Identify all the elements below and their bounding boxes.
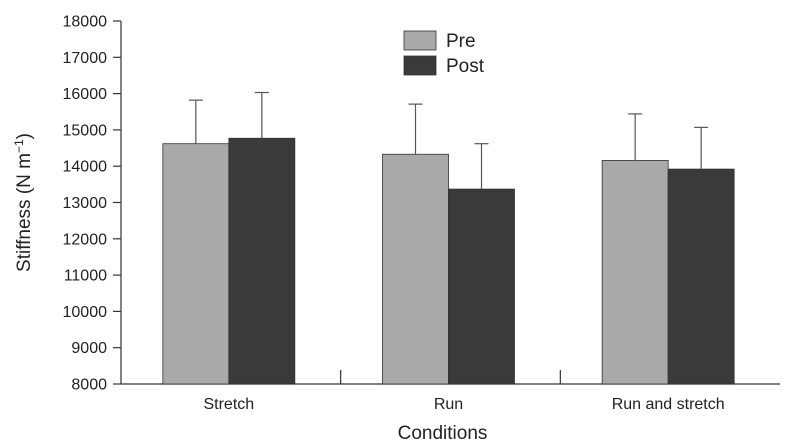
x-tick-label: Run (434, 396, 463, 413)
bar-pre (601, 159, 669, 385)
bar-post (228, 137, 296, 385)
y-tick-label: 16000 (63, 86, 108, 103)
legend-label-pre: Pre (446, 31, 476, 52)
bars (162, 137, 735, 385)
y-tick-label: 12000 (63, 231, 108, 248)
bar-pre (162, 143, 230, 385)
legend-label-post: Post (446, 56, 485, 77)
error-bars (188, 91, 709, 190)
x-axis-title: Conditions (398, 423, 488, 443)
y-tick-label: 15000 (63, 122, 108, 139)
bar-post (667, 168, 735, 385)
y-axis: 8000 9000 10000 11000 12000 13000 14000 15000 16… (63, 14, 122, 394)
y-axis-title-main: Stiffness (N m (14, 153, 35, 272)
y-tick-label: 14000 (63, 159, 108, 176)
bar-post (448, 188, 515, 385)
legend-swatch-pre (403, 30, 437, 51)
y-tick-label: 8000 (71, 377, 107, 394)
x-tick-label: Run and stretch (612, 396, 725, 413)
y-axis-title-close: ) (14, 133, 35, 139)
y-tick-label: 13000 (63, 195, 108, 212)
y-axis-title: Stiffness (N m−1) (12, 133, 35, 272)
y-axis-title-superscript: −1 (12, 139, 26, 153)
x-tick-label: Stretch (203, 396, 254, 413)
y-tick-label: 10000 (63, 304, 108, 321)
bar-pre (382, 153, 449, 385)
y-tick-label: 9000 (71, 340, 107, 357)
y-tick-label: 11000 (64, 268, 107, 285)
y-tick-label: 17000 (63, 50, 108, 67)
legend: Pre Post (398, 26, 498, 78)
y-tick-label: 18000 (63, 14, 108, 31)
legend-swatch-post (403, 55, 437, 76)
